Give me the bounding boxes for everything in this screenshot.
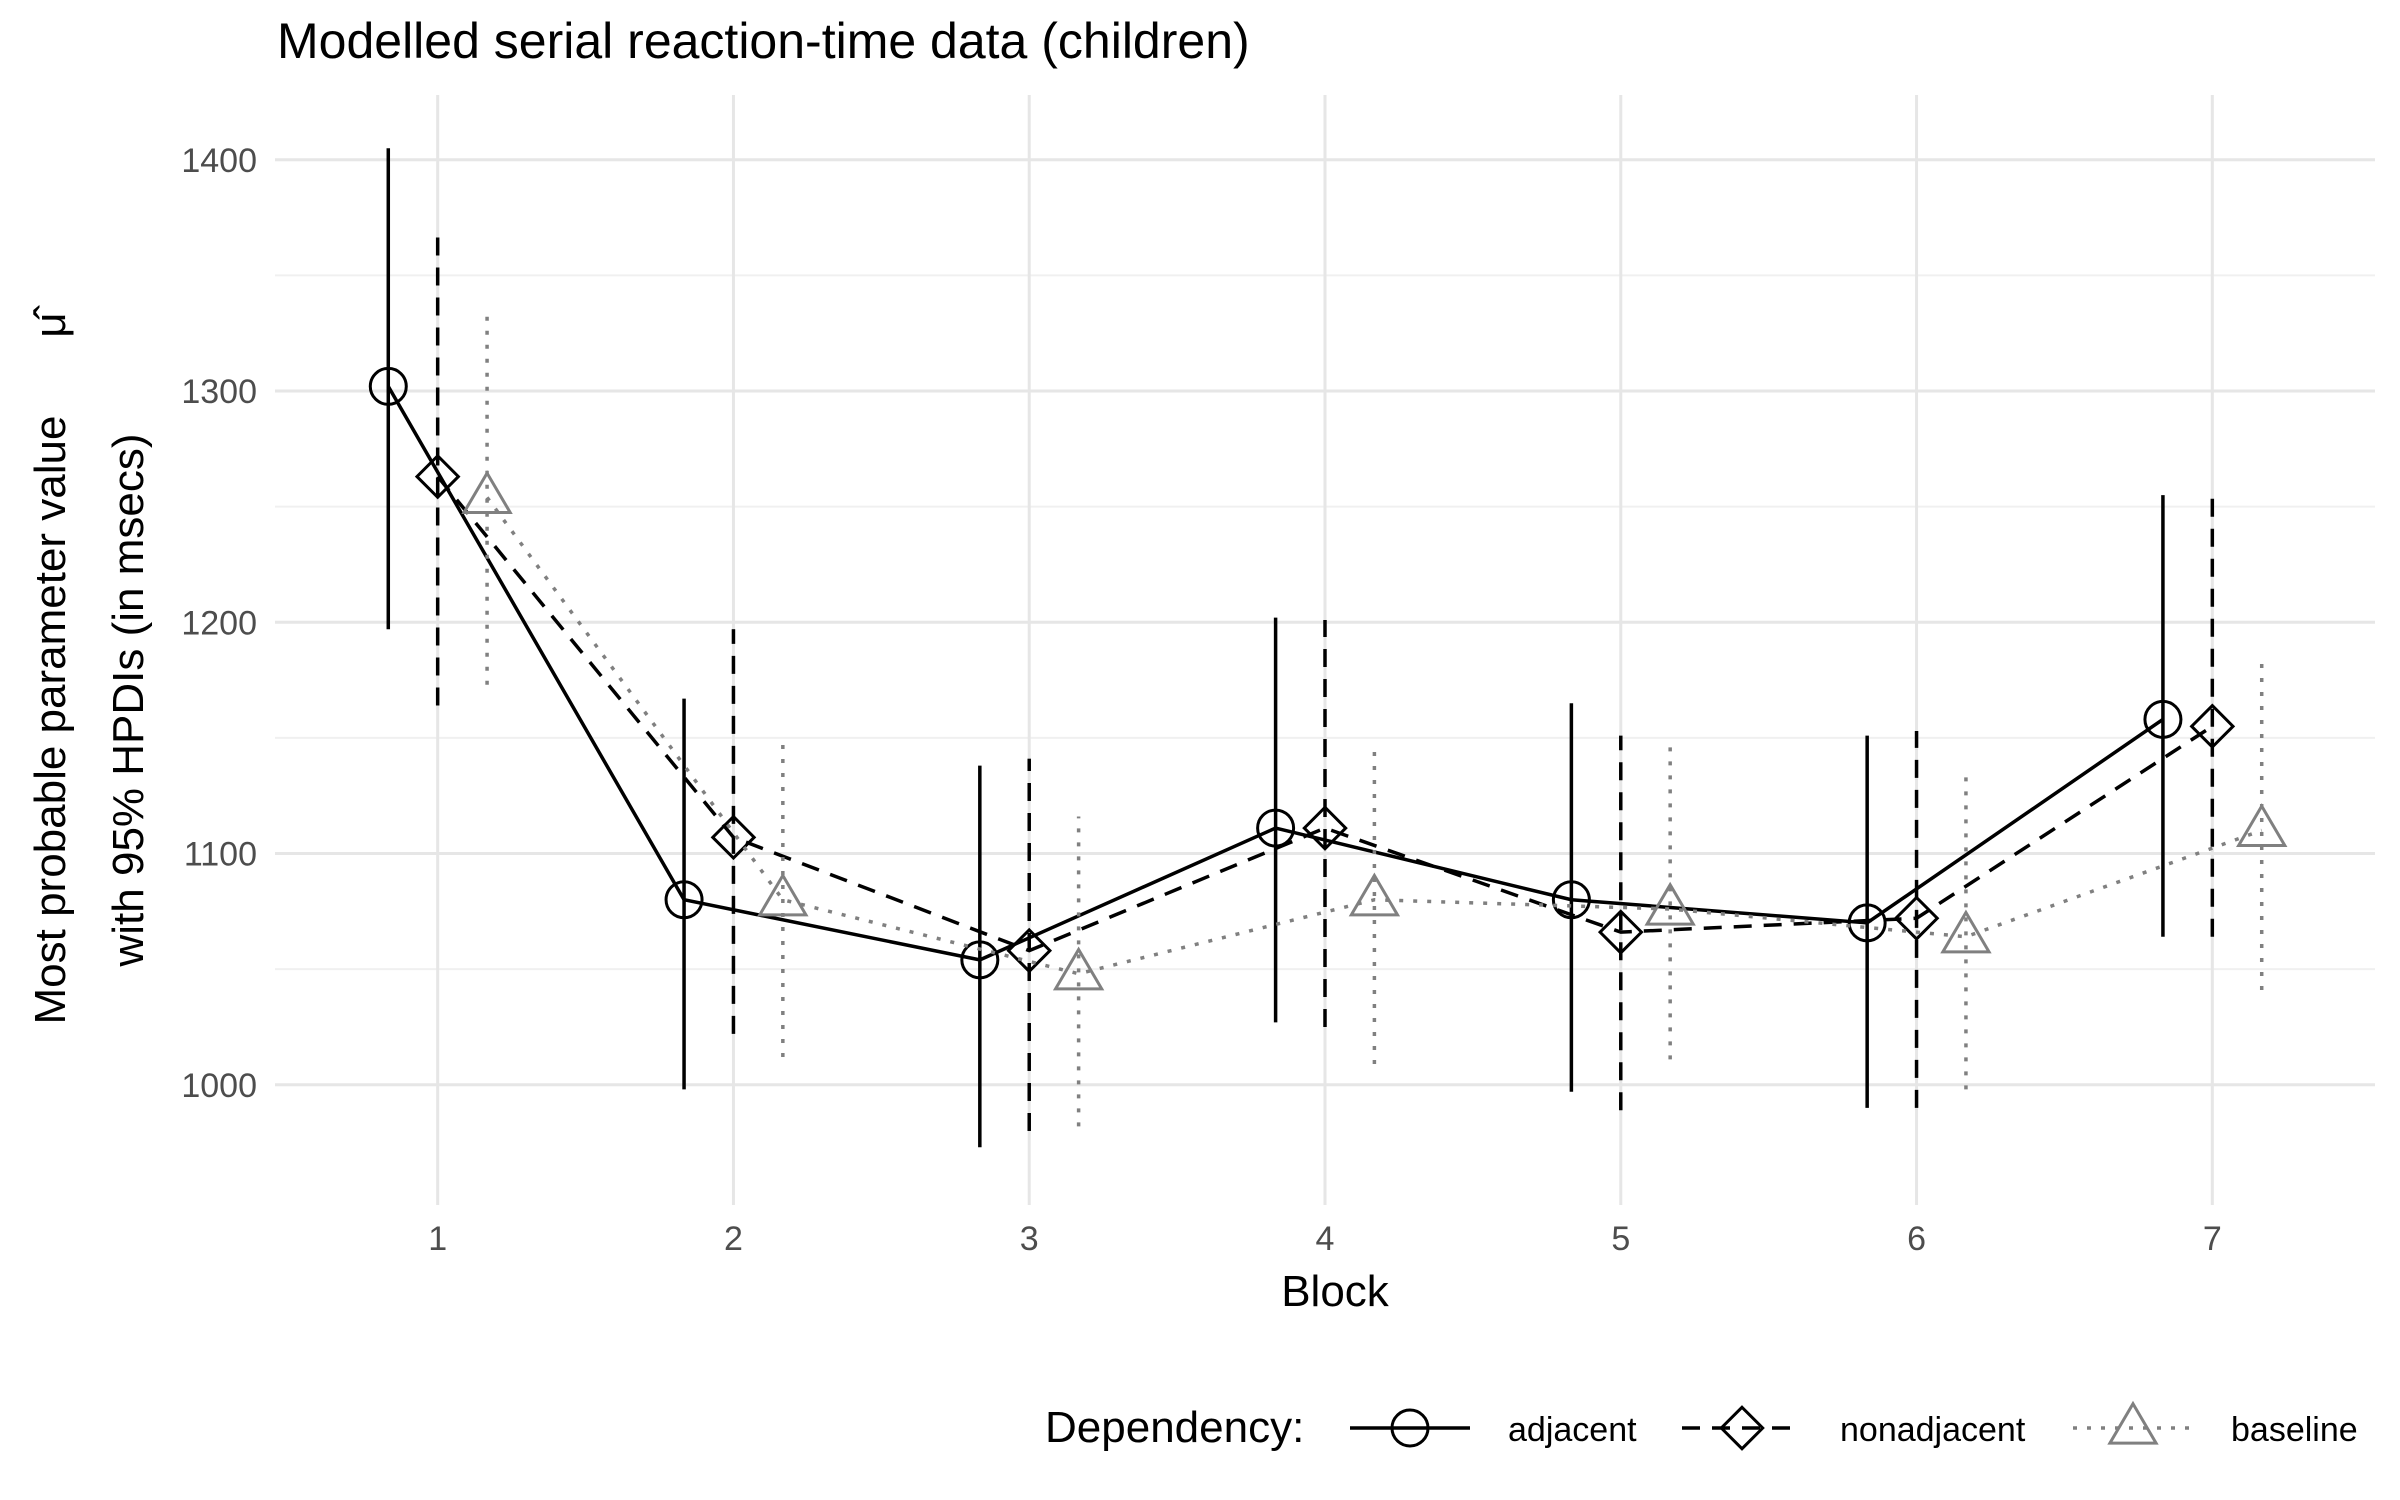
x-tick-label: 7 — [2203, 1220, 2222, 1258]
legend-label: baseline — [2231, 1411, 2358, 1449]
data-point — [1302, 805, 1348, 851]
data-point — [1893, 895, 1940, 942]
legend-label: nonadjacent — [1840, 1411, 2026, 1449]
legend: Dependency: adjacent nonadjacent baseline — [1045, 1400, 2358, 1452]
data-point — [1348, 872, 1401, 917]
legend-marker — [2107, 1400, 2159, 1445]
data-point — [710, 814, 757, 861]
y-axis-label: Most probable parameter value μ̂ with 95… — [26, 304, 153, 1024]
data-point — [960, 940, 1000, 980]
y-tick-label: 1400 — [181, 142, 257, 180]
x-tick-label: 2 — [724, 1220, 743, 1258]
series-layer — [368, 148, 2288, 1148]
y-tick-label: 1000 — [181, 1067, 257, 1105]
y-axis-label-symbol: μ̂ — [26, 304, 75, 337]
x-axis: 1 2 3 4 5 6 7 — [428, 1220, 2222, 1258]
series-adjacent — [368, 148, 2183, 1148]
data-point — [1551, 880, 1591, 920]
data-point — [757, 872, 809, 917]
x-tick-label: 3 — [1020, 1220, 1039, 1258]
y-tick-label: 1100 — [184, 836, 257, 874]
data-point — [1847, 903, 1887, 943]
data-point — [1052, 946, 1105, 991]
series-line — [485, 496, 2263, 976]
x-tick-label: 4 — [1316, 1220, 1335, 1258]
legend-item-nonadjacent: nonadjacent — [1682, 1405, 2026, 1451]
x-tick-label: 6 — [1907, 1220, 1926, 1258]
legend-marker — [1719, 1405, 1765, 1451]
legend-marker — [1390, 1408, 1430, 1448]
data-point — [1597, 909, 1644, 955]
data-point — [414, 453, 461, 500]
legend-item-baseline: baseline — [2073, 1400, 2358, 1449]
data-point — [1256, 808, 1296, 848]
data-point — [461, 470, 513, 514]
y-tick-label: 1200 — [181, 604, 257, 642]
data-point — [1006, 927, 1053, 974]
legend-label: adjacent — [1508, 1411, 1637, 1449]
x-tick-label: 5 — [1611, 1220, 1630, 1258]
series-baseline — [461, 310, 2288, 1127]
data-point — [2189, 703, 2236, 750]
x-axis-label: Block — [1281, 1267, 1390, 1316]
series-line — [436, 475, 2214, 953]
y-tick-label: 1300 — [181, 373, 257, 411]
data-point — [664, 880, 704, 920]
legend-item-adjacent: adjacent — [1350, 1408, 1637, 1449]
y-axis-label-line2: with 95% HPDIs (in msecs) — [104, 433, 153, 967]
data-point — [1940, 909, 1992, 954]
data-point — [368, 366, 408, 406]
chart-title: Modelled serial reaction-time data (chil… — [277, 13, 1250, 69]
series-nonadjacent — [414, 233, 2236, 1131]
y-axis-label-line1: Most probable parameter value — [26, 416, 75, 1025]
data-point — [1644, 881, 1696, 926]
x-tick-label: 1 — [428, 1220, 447, 1258]
y-axis: 1000 1100 1200 1300 1400 — [181, 142, 257, 1105]
data-point — [2236, 803, 2288, 847]
data-point — [2143, 699, 2183, 739]
legend-title: Dependency: — [1045, 1403, 1304, 1452]
series-line — [386, 385, 2164, 962]
